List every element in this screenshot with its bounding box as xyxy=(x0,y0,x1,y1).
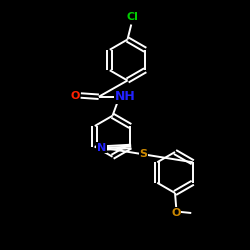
Text: O: O xyxy=(172,208,181,218)
Text: N: N xyxy=(97,143,106,153)
Text: O: O xyxy=(70,90,80,101)
Text: Cl: Cl xyxy=(126,12,138,22)
Text: S: S xyxy=(140,149,148,160)
Text: NH: NH xyxy=(115,90,136,103)
